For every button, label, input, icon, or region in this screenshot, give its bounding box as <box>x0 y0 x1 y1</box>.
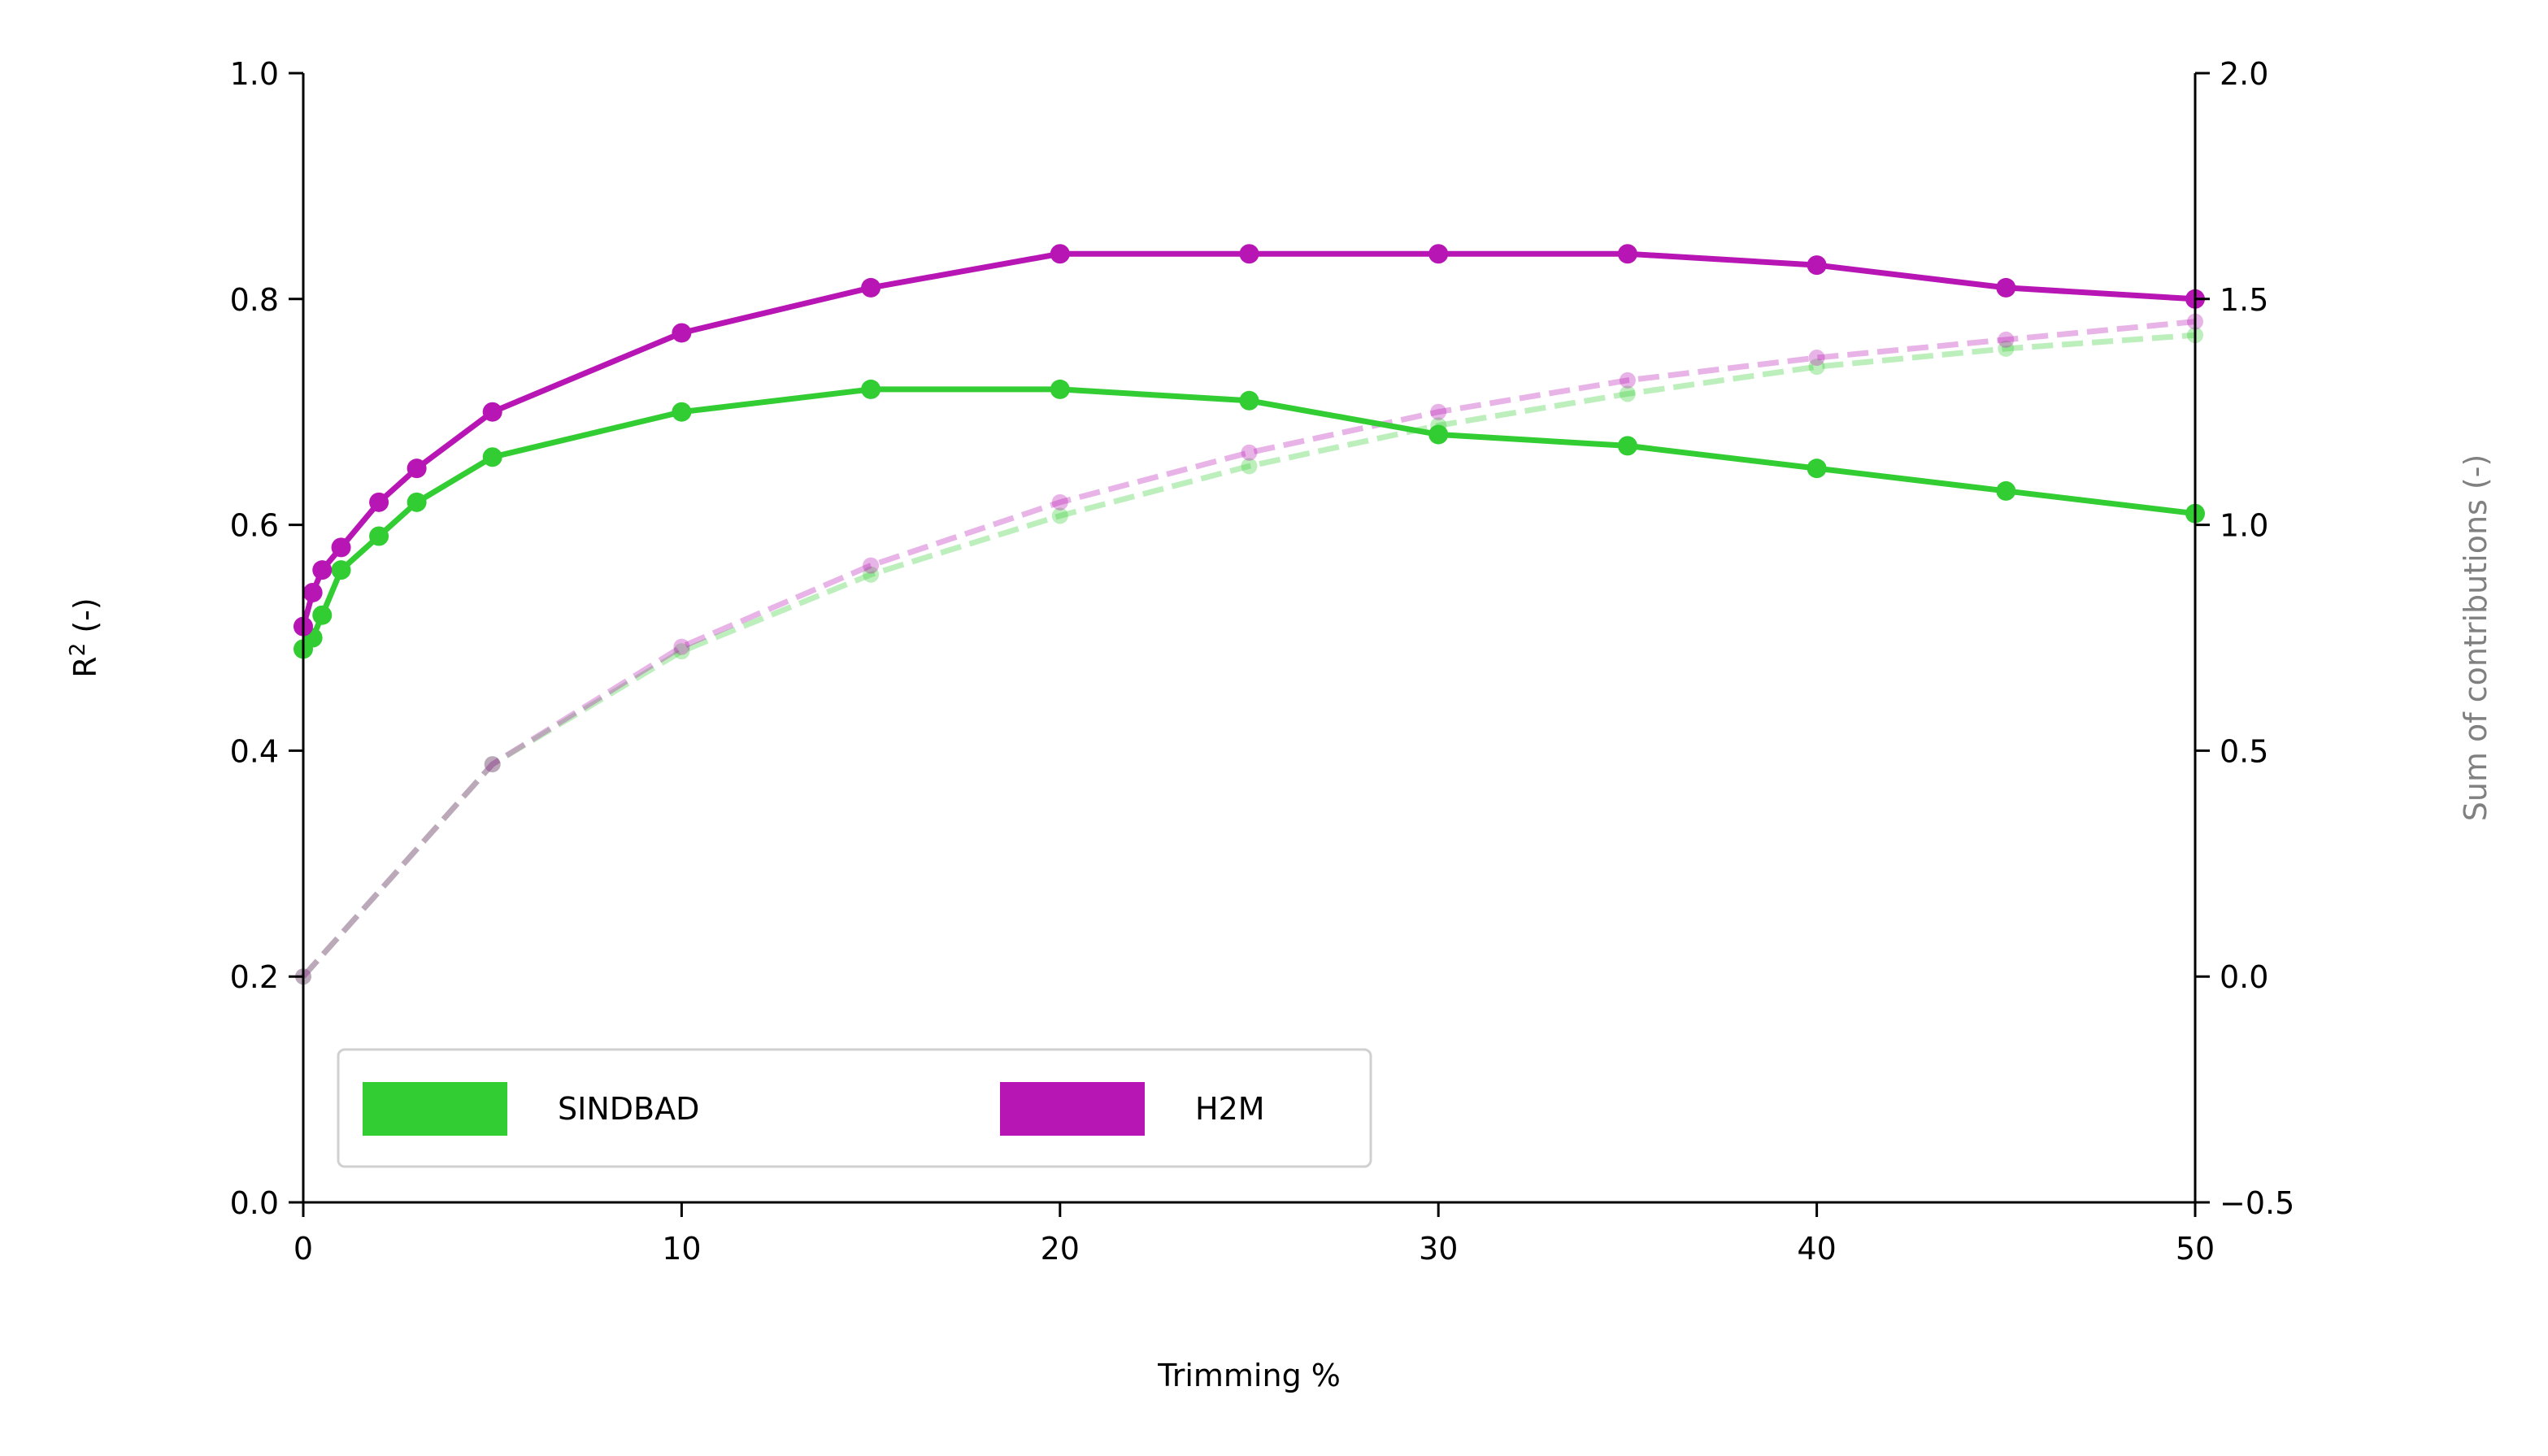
y-left-tick-label-4: 0.8 <box>230 282 279 318</box>
series-0-point-4 <box>369 526 389 546</box>
series-1-point-3 <box>331 537 351 558</box>
y-axis-right-label: Sum of contributions (-) <box>2458 454 2494 822</box>
y-right-tick-label-3: 1.0 <box>2220 508 2268 544</box>
y-left-tick-label-3: 0.6 <box>230 508 279 544</box>
x-tick-label-0: 0 <box>293 1231 313 1267</box>
series-1-point-9 <box>1050 244 1070 264</box>
y-right-tick-label-1: 0.0 <box>2220 959 2268 995</box>
series-0-point-6 <box>482 447 502 467</box>
series-2-point-4 <box>1051 507 1068 524</box>
series-2-point-3 <box>863 566 880 583</box>
x-tick-label-1: 10 <box>662 1231 701 1267</box>
series-1-point-4 <box>369 492 389 512</box>
series-0-point-7 <box>672 402 692 422</box>
y-right-tick-label-5: 2.0 <box>2220 56 2268 92</box>
y-axis-left-label-main: R <box>67 656 103 677</box>
series-0-point-9 <box>1050 379 1070 399</box>
series-1-point-11 <box>1428 244 1449 264</box>
series-3-point-2 <box>673 638 690 655</box>
series-3-point-7 <box>1619 372 1636 389</box>
series-1-point-13 <box>1807 255 1827 276</box>
legend-label-h2m: H2M <box>1195 1091 1265 1127</box>
axes-layer: 0 10 20 30 40 50 0.0 0.2 0.4 0.6 0.8 1.0 −0.5 0.0 0.5 1… <box>230 56 2295 1267</box>
legend-label-sindbad: SINDBAD <box>558 1091 699 1127</box>
series-0-point-10 <box>1239 390 1259 411</box>
series-3-point-3 <box>863 557 880 574</box>
series-0-line <box>301 386 2196 651</box>
series-3-point-1 <box>484 756 501 773</box>
legend: SINDBAD H2M <box>337 1048 1372 1168</box>
series-1-point-1 <box>302 582 323 602</box>
legend-frame <box>337 1048 1372 1168</box>
y-left-tick-label-2: 0.4 <box>230 733 279 769</box>
y-axis-left-label: R2 (-) <box>66 598 103 677</box>
y-left-tick-label-1: 0.2 <box>230 959 279 995</box>
x-axis-label: Trimming % <box>1157 1358 1341 1393</box>
y-right-tick-label-2: 0.5 <box>2220 733 2268 769</box>
series-2-line <box>301 332 2196 979</box>
series-0-point-3 <box>331 560 351 580</box>
legend-swatch-h2m <box>1000 1082 1145 1136</box>
y-axis-left-label-suffix: (-) <box>67 598 103 642</box>
series-0-point-8 <box>861 379 881 399</box>
series-2-point-5 <box>1241 458 1258 475</box>
series-1-point-10 <box>1239 244 1259 264</box>
series-0-point-2 <box>312 605 333 625</box>
series-1-point-14 <box>1996 277 2016 298</box>
y-axis-left-label-sup: 2 <box>66 643 90 657</box>
x-tick-label-4: 40 <box>1797 1231 1836 1267</box>
series-1-line <box>300 250 2196 628</box>
y-left-tick-label-0: 0.0 <box>230 1185 279 1221</box>
series-3-point-4 <box>1051 493 1068 511</box>
series-2-sindbad-dashed <box>295 327 2203 985</box>
series-0-point-11 <box>1428 424 1449 445</box>
series-2-point-2 <box>673 643 690 660</box>
legend-swatch-sindbad <box>363 1082 507 1136</box>
series-1-point-8 <box>861 277 881 298</box>
series-0-sindbad-solid <box>293 379 2205 659</box>
y-left-tick-label-5: 1.0 <box>230 56 279 92</box>
series-layer <box>293 244 2205 985</box>
series-3-point-6 <box>1430 403 1447 420</box>
series-0-point-13 <box>1807 459 1827 479</box>
series-0-point-12 <box>1617 436 1637 456</box>
series-2-point-9 <box>1998 340 2015 357</box>
series-1-point-12 <box>1617 244 1637 264</box>
series-3-point-8 <box>1808 350 1825 367</box>
series-3-point-5 <box>1241 444 1258 461</box>
x-tick-label-2: 20 <box>1041 1231 1080 1267</box>
series-3-h2m-dashed <box>295 313 2203 985</box>
series-2-point-1 <box>484 756 501 773</box>
series-2-point-8 <box>1808 359 1825 376</box>
series-3-line <box>301 319 2196 979</box>
series-0-point-14 <box>1996 480 2016 501</box>
x-tick-label-5: 50 <box>2176 1231 2215 1267</box>
series-1-point-7 <box>672 323 692 343</box>
y-right-tick-label-0: −0.5 <box>2220 1185 2294 1221</box>
series-3-point-9 <box>1998 331 2015 348</box>
series-0-point-5 <box>407 492 427 512</box>
x-tick-label-3: 30 <box>1419 1231 1458 1267</box>
series-1-h2m-solid <box>293 244 2205 637</box>
series-2-point-7 <box>1619 385 1636 402</box>
series-1-point-2 <box>312 560 333 580</box>
y-right-tick-label-4: 1.5 <box>2220 282 2268 318</box>
series-1-point-5 <box>407 459 427 479</box>
series-1-point-6 <box>482 402 502 422</box>
